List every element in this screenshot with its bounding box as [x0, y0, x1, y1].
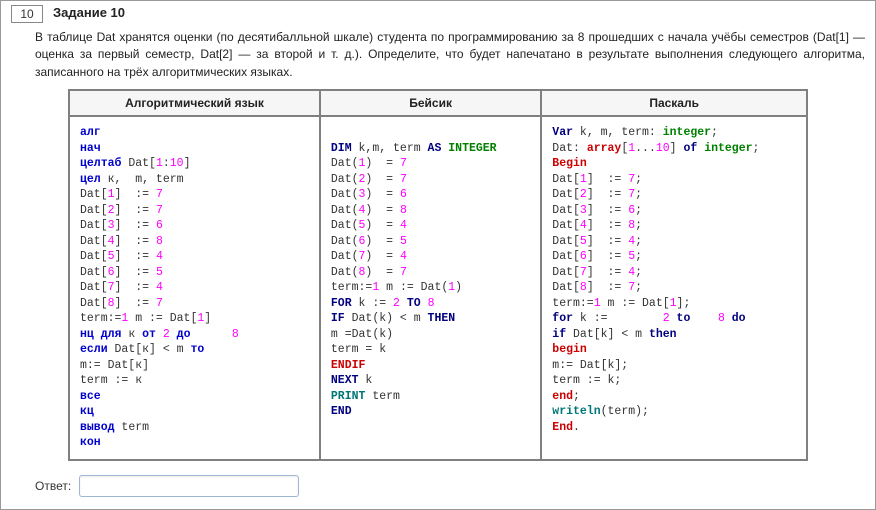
answer-input[interactable]: [79, 475, 299, 497]
code-alg: алг нач целтаб Dat[1:10] цел к, m, term …: [80, 125, 309, 451]
col-header-pascal: Паскаль: [541, 90, 807, 116]
table-row: алг нач целтаб Dat[1:10] цел к, m, term …: [69, 116, 807, 460]
task-container: 10 Задание 10 В таблице Dat хранятся оце…: [0, 0, 876, 510]
cell-pascal: Var k, m, term: integer; Dat: array[1...…: [541, 116, 807, 460]
task-title: Задание 10: [53, 5, 125, 20]
answer-row: Ответ:: [35, 475, 865, 497]
table-header-row: Алгоритмический язык Бейсик Паскаль: [69, 90, 807, 116]
col-header-basic: Бейсик: [320, 90, 541, 116]
task-description: В таблице Dat хранятся оценки (по десяти…: [35, 29, 865, 81]
col-header-alg: Алгоритмический язык: [69, 90, 320, 116]
answer-label: Ответ:: [35, 479, 71, 493]
cell-alg: алг нач целтаб Dat[1:10] цел к, m, term …: [69, 116, 320, 460]
task-number-box: 10: [11, 5, 43, 23]
code-basic: DIM k,m, term AS INTEGER Dat(1) = 7 Dat(…: [331, 125, 530, 420]
task-header: 10 Задание 10: [11, 5, 865, 23]
cell-basic: DIM k,m, term AS INTEGER Dat(1) = 7 Dat(…: [320, 116, 541, 460]
code-table: Алгоритмический язык Бейсик Паскаль алг …: [68, 89, 808, 461]
code-pascal: Var k, m, term: integer; Dat: array[1...…: [552, 125, 796, 435]
